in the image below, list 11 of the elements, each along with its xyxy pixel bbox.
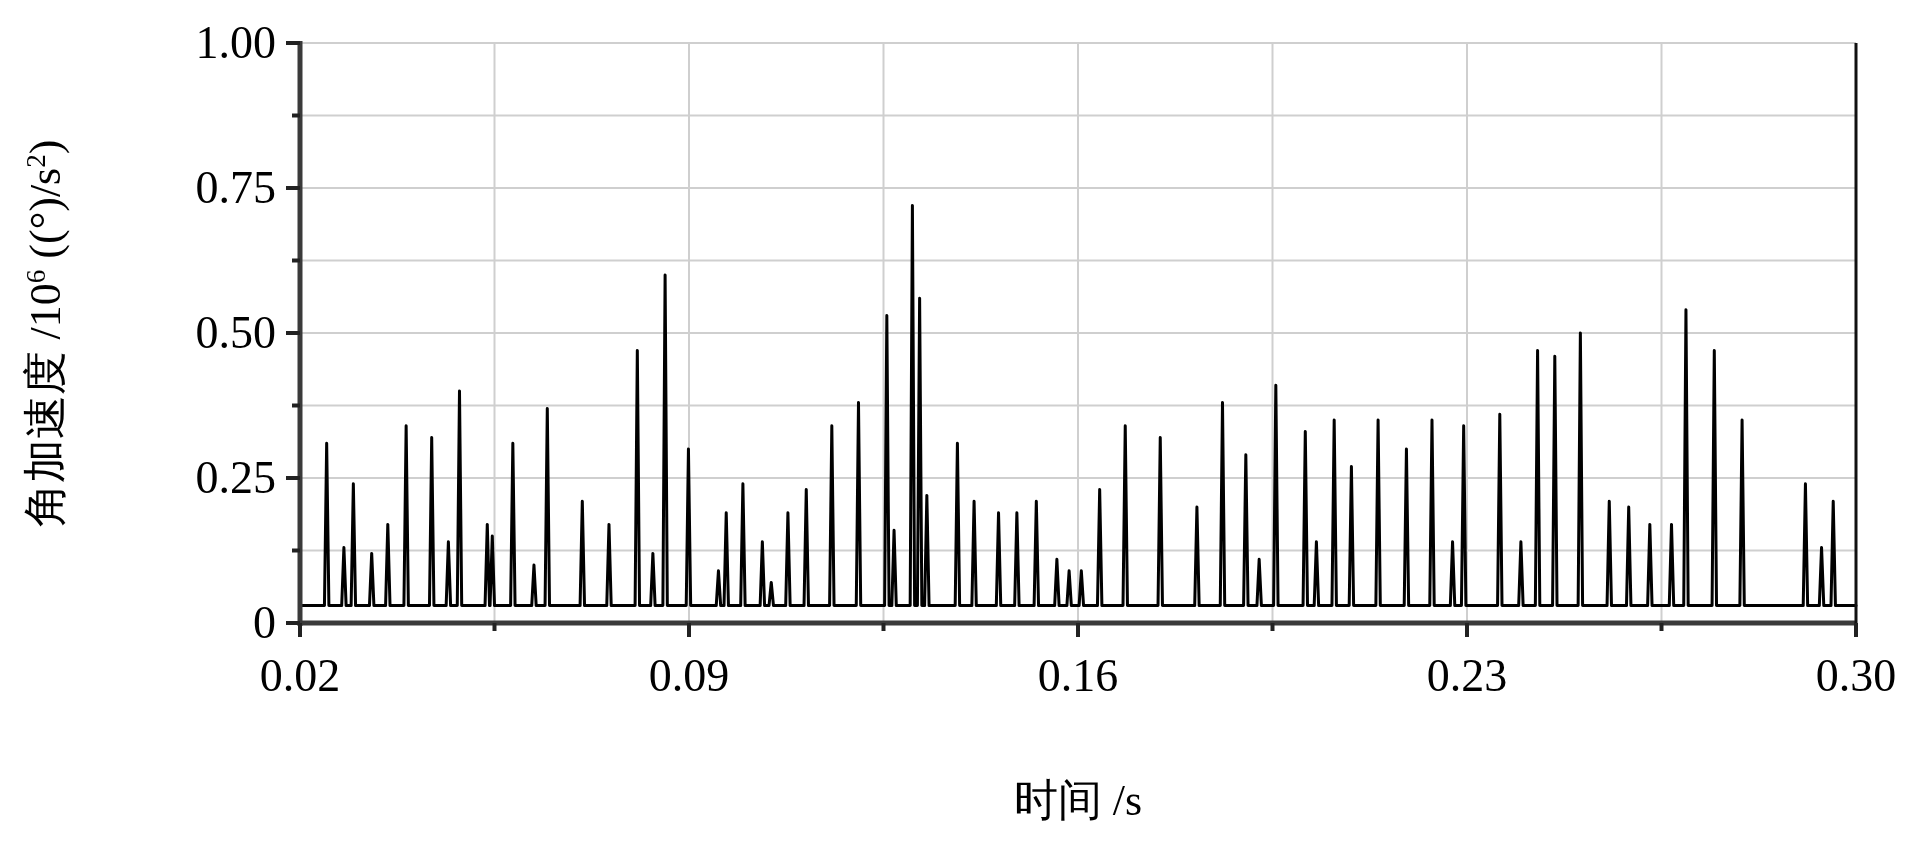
y-tick-label: 0.25 [195, 452, 276, 503]
y-tick-label: 0 [253, 597, 276, 648]
y-tick-label: 0.50 [195, 307, 276, 358]
x-tick-label: 0.23 [1426, 650, 1508, 701]
x-tick-label: 0.02 [259, 650, 341, 701]
x-tick-label: 0.16 [1037, 650, 1119, 701]
y-tick-label: 1.00 [195, 17, 276, 68]
x-tick-label: 0.30 [1815, 650, 1897, 701]
x-axis-title: 时间 /s [1013, 776, 1143, 825]
y-tick-label: 0.75 [195, 162, 276, 213]
x-tick-label: 0.09 [648, 650, 730, 701]
